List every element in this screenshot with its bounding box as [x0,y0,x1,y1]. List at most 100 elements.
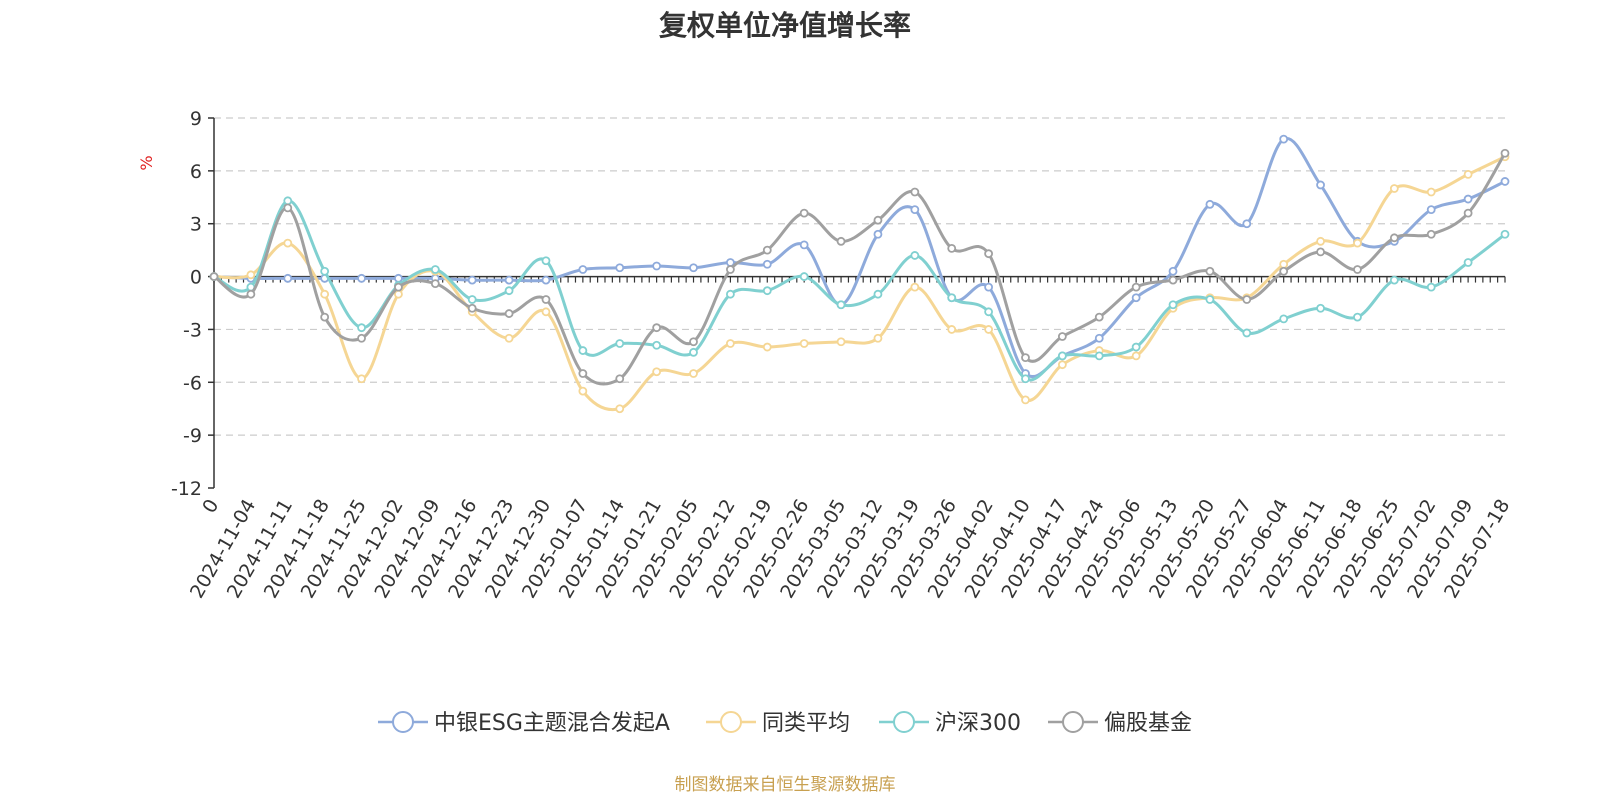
data-point[interactable] [1463,208,1473,218]
data-point[interactable] [1353,238,1362,248]
data-point[interactable] [1242,295,1252,304]
data-point[interactable] [578,265,588,274]
data-point[interactable] [541,275,551,285]
data-point[interactable] [209,272,219,281]
data-point[interactable] [1131,342,1141,352]
data-point[interactable] [1463,194,1473,204]
data-point[interactable] [762,245,772,255]
data-point[interactable] [1426,187,1436,197]
data-point[interactable] [394,289,403,299]
data-point[interactable] [1168,266,1178,276]
data-point[interactable] [1389,275,1399,285]
legend-item-2[interactable]: 沪深300 [879,711,1021,736]
data-point[interactable] [394,282,403,292]
data-point[interactable] [799,339,809,348]
data-point[interactable] [1316,236,1325,246]
data-point[interactable] [357,374,366,384]
data-point[interactable] [320,289,330,299]
data-point[interactable] [1205,266,1215,276]
legend[interactable]: 中银ESG主题混合发起A 同类平均 沪深300 偏股基金 [378,711,1192,736]
data-point[interactable] [615,404,625,414]
data-point[interactable] [984,325,993,334]
data-point[interactable] [652,367,662,377]
data-point[interactable] [1021,374,1030,384]
data-point[interactable] [1242,328,1252,338]
data-point[interactable] [1316,180,1325,190]
data-point[interactable] [910,187,920,197]
data-point[interactable] [1094,312,1104,322]
data-point[interactable] [726,339,735,348]
data-point[interactable] [1353,312,1362,322]
data-point[interactable] [1316,247,1325,257]
data-point[interactable] [836,300,846,310]
data-point[interactable] [873,229,883,239]
data-point[interactable] [394,273,403,283]
data-point[interactable] [762,259,772,269]
data-point[interactable] [541,307,551,317]
data-point[interactable] [1279,259,1289,269]
data-point[interactable] [1316,303,1325,313]
data-point[interactable] [799,240,809,250]
data-point[interactable] [578,386,588,396]
data-point[interactable] [984,307,993,317]
data-point[interactable] [1021,353,1030,363]
data-point[interactable] [283,238,293,248]
data-point[interactable] [1463,169,1473,179]
data-point[interactable] [910,205,920,215]
data-point[interactable] [246,270,256,280]
legend-item-3[interactable]: 偏股基金 [1048,711,1192,736]
data-point[interactable] [504,275,514,285]
data-point[interactable] [984,282,993,292]
data-point[interactable] [1131,351,1141,361]
data-point[interactable] [984,249,993,259]
data-point[interactable] [430,265,440,274]
data-point[interactable] [1279,134,1289,144]
data-point[interactable] [1021,395,1030,405]
data-point[interactable] [762,342,772,352]
data-point[interactable] [1279,314,1289,324]
data-point[interactable] [947,325,957,334]
data-point[interactable] [1389,184,1399,193]
data-point[interactable] [1205,295,1215,304]
data-point[interactable] [836,337,846,347]
data-point[interactable] [1500,148,1510,158]
data-point[interactable] [1057,351,1067,361]
data-point[interactable] [615,263,625,273]
data-point[interactable] [283,196,293,206]
data-point[interactable] [1426,282,1436,292]
data-point[interactable] [320,312,330,322]
data-point[interactable] [467,303,477,313]
data-point[interactable] [615,374,625,384]
data-point[interactable] [541,295,551,304]
data-point[interactable] [283,273,293,283]
data-point[interactable] [1353,265,1362,274]
data-point[interactable] [689,263,698,273]
data-point[interactable] [689,347,698,357]
data-point[interactable] [615,339,625,348]
data-point[interactable] [1168,300,1178,310]
data-point[interactable] [1168,275,1178,285]
data-point[interactable] [836,236,846,246]
data-point[interactable] [1094,351,1104,361]
legend-item-0[interactable]: 中银ESG主题混合发起A [378,711,670,736]
data-point[interactable] [799,208,809,218]
data-point[interactable] [1094,333,1104,343]
data-point[interactable] [246,289,256,299]
data-point[interactable] [1131,282,1141,292]
data-point[interactable] [1131,293,1141,303]
data-point[interactable] [504,333,514,343]
data-point[interactable] [652,323,662,333]
legend-item-1[interactable]: 同类平均 [706,711,850,736]
data-point[interactable] [1426,205,1436,215]
data-point[interactable] [357,273,366,283]
data-point[interactable] [283,203,293,213]
data-point[interactable] [873,215,883,225]
data-point[interactable] [726,289,735,299]
data-point[interactable] [320,266,330,276]
data-point[interactable] [578,346,588,355]
data-point[interactable] [689,369,698,378]
data-point[interactable] [578,369,588,378]
data-point[interactable] [689,337,698,347]
data-point[interactable] [762,286,772,296]
data-point[interactable] [467,275,477,285]
